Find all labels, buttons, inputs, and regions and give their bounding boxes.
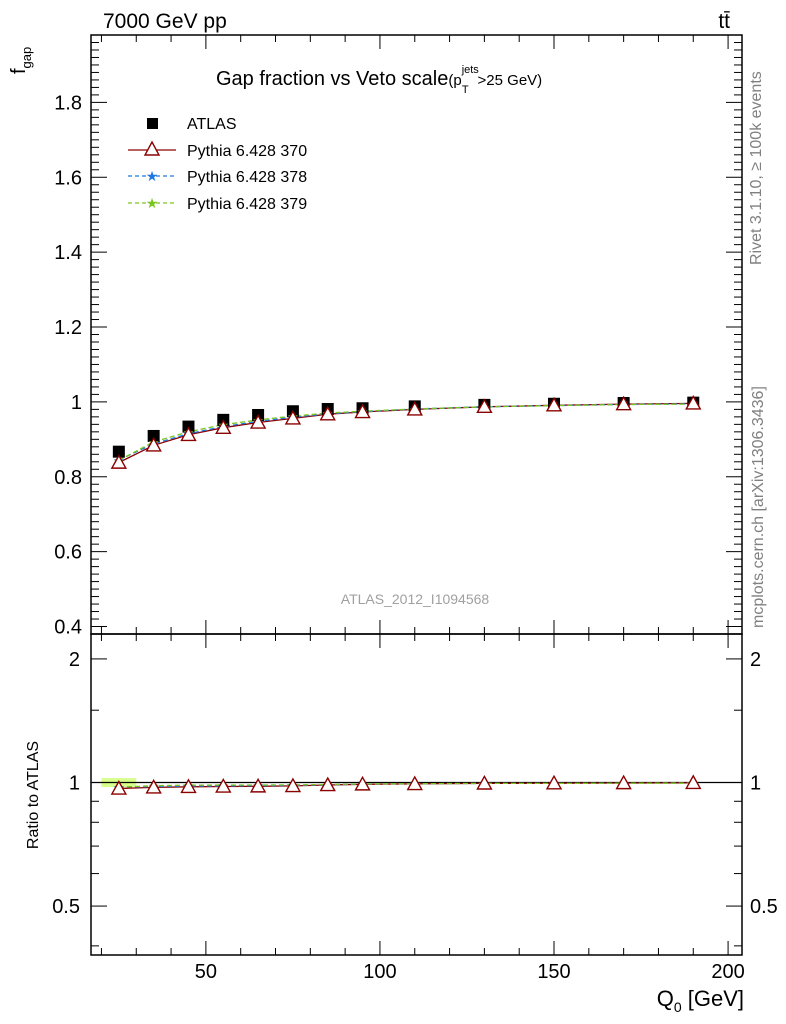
bottom-y-axis-label: Ratio to ATLAS [25, 741, 42, 849]
main-point-py370 [319, 405, 336, 421]
y-tick-label: 1.6 [54, 167, 82, 189]
x-axis-label-main: Q [657, 986, 674, 1011]
main-line-py379 [118, 403, 694, 461]
ratio-point-py370 [406, 775, 423, 791]
ratio-y-tick-label: 2 [69, 649, 80, 671]
legend-label-atlas: ATLAS [187, 116, 237, 133]
top-y-axis-label: fgap [8, 47, 34, 74]
ratio-y-tick-label-right: 2 [750, 649, 761, 671]
ratio-point-py370 [476, 774, 493, 790]
legend-label-py378: Pythia 6.428 378 [187, 169, 307, 186]
legend-marker-py379: ★ [146, 195, 159, 211]
main-point-py370 [215, 419, 232, 435]
y-tick-label: 1 [71, 392, 82, 414]
ratio-point-py370 [249, 777, 267, 793]
beam-label: 7000 GeV pp [103, 10, 227, 33]
x-tick-label: 100 [363, 961, 396, 983]
main-point-py370 [545, 396, 563, 412]
main-point-py370 [180, 426, 197, 442]
legend-entry-py378: ★ Pythia 6.428 378 [128, 168, 307, 186]
ratio-point-py370 [145, 778, 162, 794]
ratio-point-py370 [110, 780, 128, 795]
x-tick-label: 50 [195, 961, 217, 983]
plot-title-cut-tail: >25 GeV) [478, 72, 543, 89]
y-tick-label: 1.2 [54, 317, 82, 339]
main-point-py370 [406, 400, 423, 416]
ratio-y-tick-label-right: 0.5 [750, 896, 778, 918]
ratio-point-py370 [545, 774, 563, 790]
main-point-py370 [284, 409, 302, 425]
main-point-py370 [145, 436, 162, 452]
x-axis-label-unit: [GeV] [682, 986, 744, 1011]
plot-title-cut-sup: jets [461, 64, 480, 76]
process-label: tt̄ [718, 10, 730, 33]
plot-title: Gap fraction vs Veto scale(pjets T >25 GeV… [216, 64, 542, 96]
main-point-py370 [354, 403, 371, 419]
legend-marker-py370 [143, 140, 161, 156]
main-point-py370 [249, 414, 267, 429]
x-tick-label: 150 [537, 961, 570, 983]
y-tick-label: 0.8 [54, 467, 82, 489]
ratio-y-tick-label: 0.5 [52, 896, 80, 918]
plot-title-cut: (p [448, 72, 461, 89]
top-y-axis-label-main: f [8, 68, 30, 74]
ratio-point-py370 [615, 774, 632, 790]
main-point-atlas [147, 429, 160, 442]
analysis-label: ATLAS_2012_I1094568 [341, 591, 490, 607]
x-axis-label: Q0 [GeV] [657, 986, 744, 1015]
main-point-py370 [685, 394, 702, 410]
series-markers-layer: ★★★★★★★★★★★★★★★★★★★★★★★★★★★★★★★★★★★★★★★★… [110, 394, 702, 795]
main-point-py370 [615, 395, 632, 411]
legend-marker-py378: ★ [146, 168, 159, 184]
x-axis-label-sub: 0 [674, 999, 682, 1015]
main-line-py370 [118, 402, 694, 464]
ratio-plot-frame [90, 633, 743, 956]
legend-entry-py370: Pythia 6.428 370 [128, 140, 307, 160]
rivet-label: Rivet 3.1.10, ≥ 100k events [748, 71, 765, 265]
legend-entry-py379: ★ Pythia 6.428 379 [128, 195, 307, 213]
legend: ATLAS Pythia 6.428 370 ★ Pythia 6.428 37… [128, 116, 307, 213]
axis-ticks: 50 100 150 200 0.4 0.6 0.8 1 1.2 1.4 1.6 1.8 0.5 0.5 1… [52, 34, 778, 983]
y-tick-label: 1.8 [54, 92, 82, 114]
ratio-point-py370 [319, 776, 336, 792]
plot-title-cut-sub: T [462, 84, 469, 96]
ratio-point-py370 [354, 775, 371, 791]
x-tick-label: 200 [711, 961, 744, 983]
y-tick-label: 0.6 [54, 542, 82, 564]
mcplots-label: mcplots.cern.ch [arXiv:1306.3436] [750, 386, 767, 628]
ratio-y-tick-label-right: 1 [750, 772, 761, 794]
ratio-y-tick-label: 1 [69, 772, 80, 794]
ratio-point-py370 [215, 778, 232, 793]
ratio-point-py370 [685, 774, 702, 790]
top-y-axis-label-sub: gap [19, 47, 34, 69]
ratio-point-py370 [180, 778, 197, 794]
main-point-py370 [476, 398, 493, 414]
y-tick-label: 1.4 [54, 242, 82, 264]
ratio-point-py370 [284, 777, 302, 793]
plot-title-main: Gap fraction vs Veto scale [216, 68, 448, 90]
legend-label-py379: Pythia 6.428 379 [187, 196, 307, 213]
y-tick-label: 0.4 [54, 617, 82, 639]
legend-label-py370: Pythia 6.428 370 [187, 143, 307, 160]
legend-marker-atlas [147, 118, 158, 129]
main-point-py370 [110, 454, 128, 469]
legend-entry-atlas: ATLAS [147, 116, 237, 133]
main-point-atlas [112, 445, 125, 458]
